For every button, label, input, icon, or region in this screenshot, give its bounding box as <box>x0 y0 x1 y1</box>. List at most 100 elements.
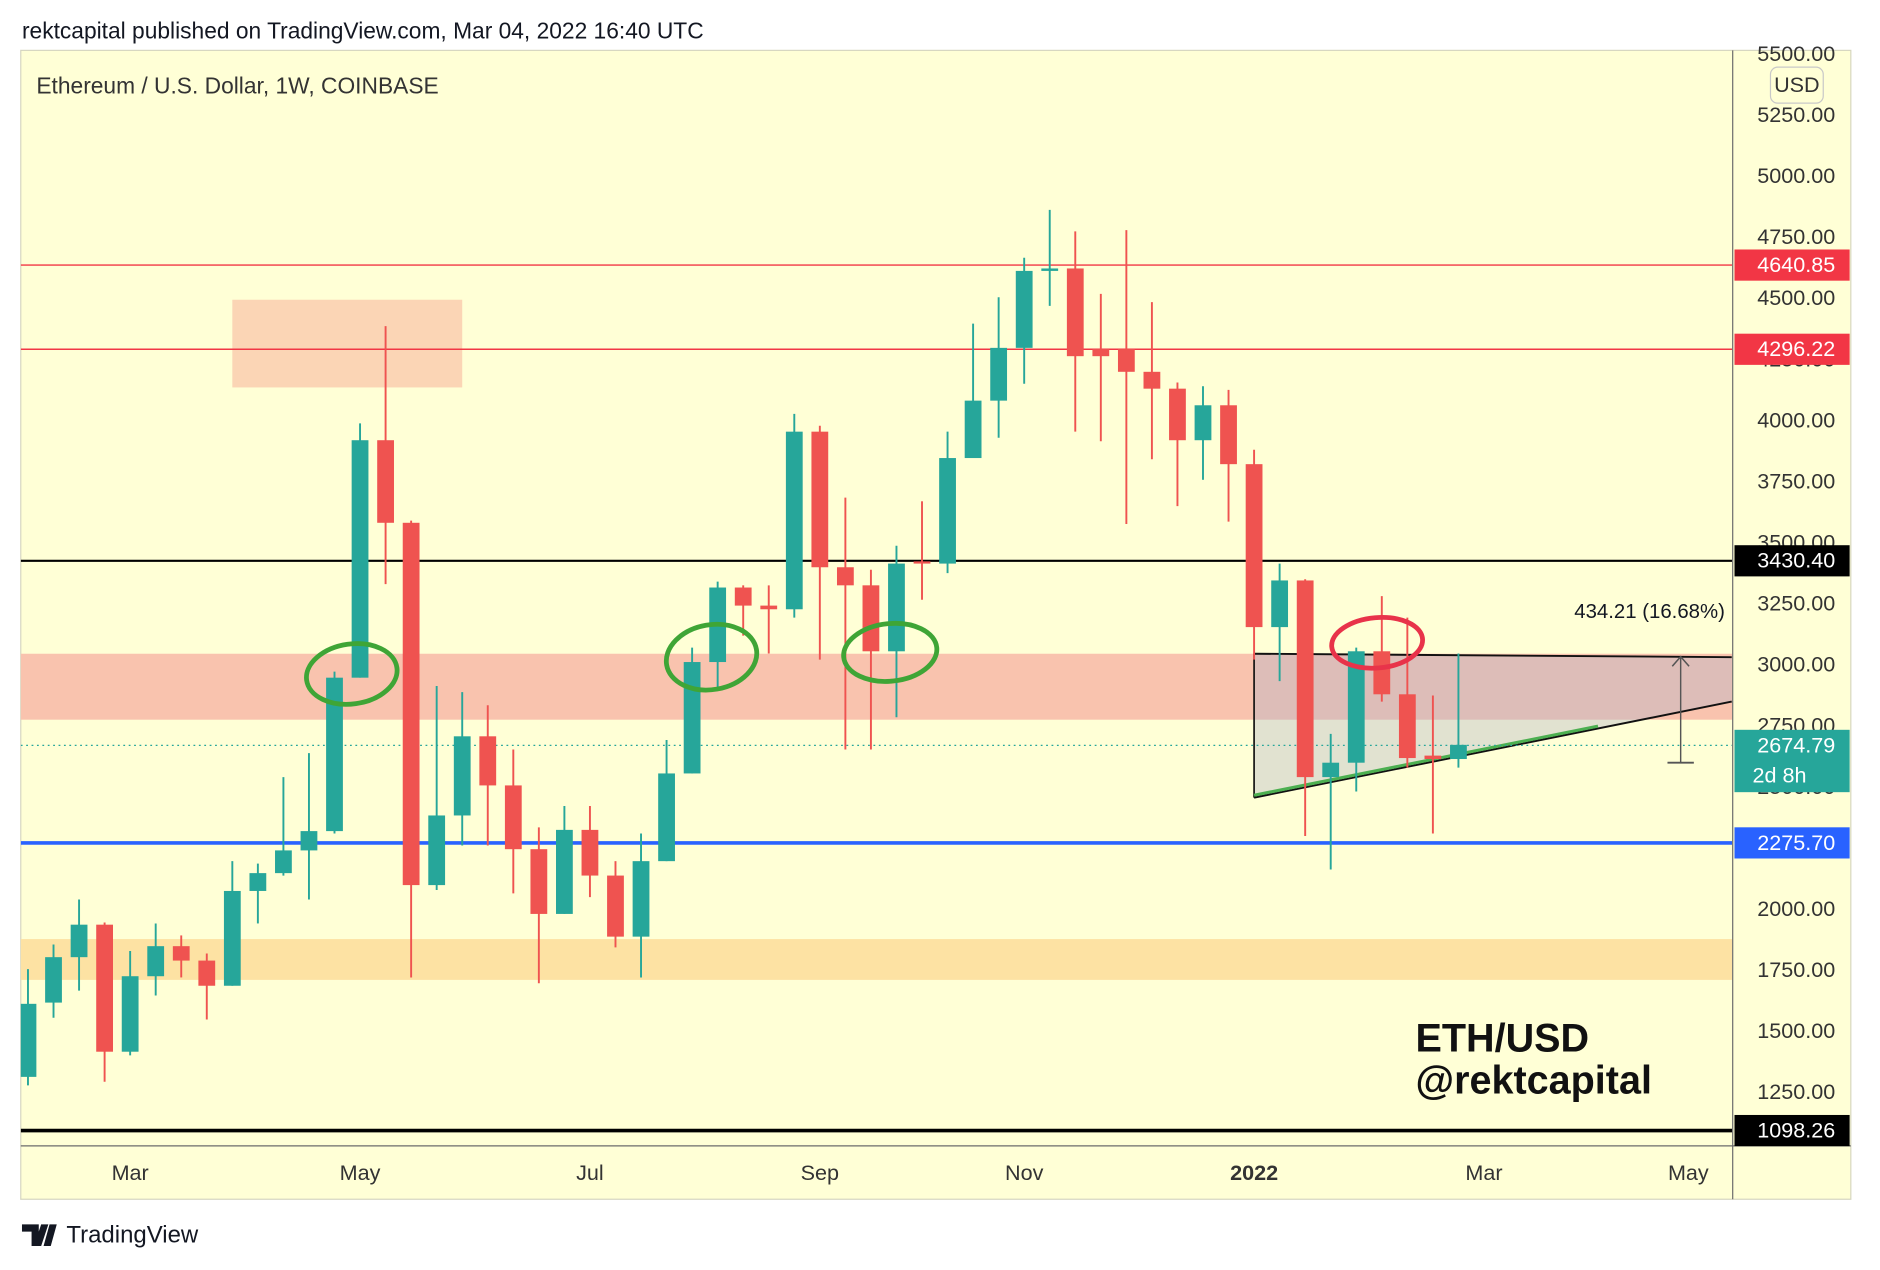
candle-body <box>198 960 216 986</box>
currency-label: USD <box>1774 72 1820 97</box>
y-tick-label: 1500.00 <box>1757 1018 1835 1043</box>
countdown-label: 2d 8h <box>1752 762 1806 787</box>
zone <box>232 299 463 388</box>
y-tick-label: 5000.00 <box>1757 163 1835 188</box>
zone <box>20 939 1733 980</box>
y-tick-label: 4750.00 <box>1757 224 1835 249</box>
candle-body <box>888 563 905 652</box>
x-tick-label: May <box>340 1160 381 1185</box>
price-label: 3430.40 <box>1757 548 1835 573</box>
candle-body <box>20 1003 37 1077</box>
candle-body <box>453 736 471 816</box>
currency-badge[interactable] <box>1769 66 1824 104</box>
price-label: 1098.26 <box>1757 1117 1835 1142</box>
candle-body <box>556 829 573 914</box>
y-tick-label: 3000.00 <box>1757 652 1835 677</box>
drawn-circles <box>304 614 1425 707</box>
candle-body <box>1373 651 1391 695</box>
candle-body <box>862 585 880 652</box>
x-tick-label: Sep <box>801 1160 839 1185</box>
candle-body <box>1066 268 1084 357</box>
candle-body <box>581 829 599 876</box>
candle-body <box>147 946 165 977</box>
candle-body <box>172 946 190 961</box>
last-price-label: 2674.79 <box>1757 732 1835 757</box>
candle-body <box>1450 744 1467 760</box>
price-label: 4296.22 <box>1757 336 1835 361</box>
candle-body <box>1092 349 1110 357</box>
chart-frame <box>20 49 1852 1200</box>
tradingview-logo <box>21 1224 57 1247</box>
x-tick-label: Mar <box>112 1160 149 1185</box>
candle-body <box>1347 651 1365 763</box>
y-tick-label: 3750.00 <box>1757 468 1835 493</box>
watermark: ETH/USD <box>1416 1016 1590 1060</box>
price-label-box <box>1734 249 1850 281</box>
footer-brand: TradingView <box>66 1222 199 1249</box>
candle-body <box>1220 405 1237 465</box>
candle-body <box>428 815 446 886</box>
candle-body <box>785 431 803 610</box>
candle-body <box>990 347 1008 401</box>
candle-body <box>121 976 139 1052</box>
candle-body <box>1271 580 1289 628</box>
candle-body <box>1322 762 1340 778</box>
candle-body <box>939 458 956 564</box>
measure-label: 434.21 (16.68%) <box>1574 601 1725 623</box>
watermark: @rektcapital <box>1416 1058 1653 1102</box>
candle-body <box>760 605 778 610</box>
candle-body <box>1015 270 1033 348</box>
candle-body <box>1143 371 1161 389</box>
candle-body <box>734 587 752 606</box>
candle-body <box>45 957 62 1003</box>
candle-body <box>1398 694 1416 759</box>
candle-body <box>70 924 88 958</box>
candle-body <box>275 850 292 874</box>
red-circle <box>1329 614 1425 671</box>
candle-body <box>1296 580 1314 778</box>
y-tick-label: 5500.00 <box>1757 41 1835 66</box>
price-label-box <box>1734 827 1850 859</box>
candle-body <box>658 773 675 862</box>
candle-body <box>1169 388 1186 441</box>
y-tick-label: 3250.00 <box>1757 591 1835 616</box>
price-label-box <box>1734 545 1850 577</box>
measure-arrow <box>1671 655 1690 667</box>
candle-body <box>249 873 267 891</box>
candle-body <box>326 677 343 832</box>
x-tick-label: Nov <box>1005 1160 1044 1185</box>
candle-body <box>96 924 114 1052</box>
candle-body <box>1041 268 1059 271</box>
axes: 1250.001500.001750.002000.002250.002500.… <box>112 41 1850 1185</box>
x-tick-label: Mar <box>1465 1160 1502 1185</box>
candle-body <box>683 662 701 774</box>
green-circle <box>304 641 400 707</box>
last-price-box <box>1734 729 1850 793</box>
candle-body <box>1245 464 1263 628</box>
candle-body <box>836 567 854 586</box>
y-tick-label: 2000.00 <box>1757 896 1835 921</box>
candle-body <box>377 440 394 523</box>
candle-body <box>1424 755 1442 760</box>
plot-area <box>20 209 1733 1133</box>
y-tick-label: 4000.00 <box>1757 407 1835 432</box>
candle-body <box>351 440 369 678</box>
x-tick-label: Jul <box>576 1160 604 1185</box>
candle-body <box>964 400 982 459</box>
candle-body <box>530 849 548 914</box>
price-label: 4640.85 <box>1757 252 1835 277</box>
green-circle <box>663 621 760 693</box>
y-tick-label: 1250.00 <box>1757 1079 1835 1104</box>
candle-body <box>300 831 318 851</box>
y-tick-label: 1750.00 <box>1757 957 1835 982</box>
triangle-edge <box>1253 700 1732 799</box>
trendline-highlight <box>1253 724 1599 797</box>
candle-body <box>632 861 650 937</box>
publish-header: rektcapital published on TradingView.com… <box>22 17 704 43</box>
price-label: 2275.70 <box>1757 830 1835 855</box>
candle-body <box>1117 349 1135 372</box>
chart-title: Ethereum / U.S. Dollar, 1W, COINBASE <box>36 73 438 99</box>
y-tick-label: 5250.00 <box>1757 102 1835 127</box>
candle-body <box>811 431 829 568</box>
